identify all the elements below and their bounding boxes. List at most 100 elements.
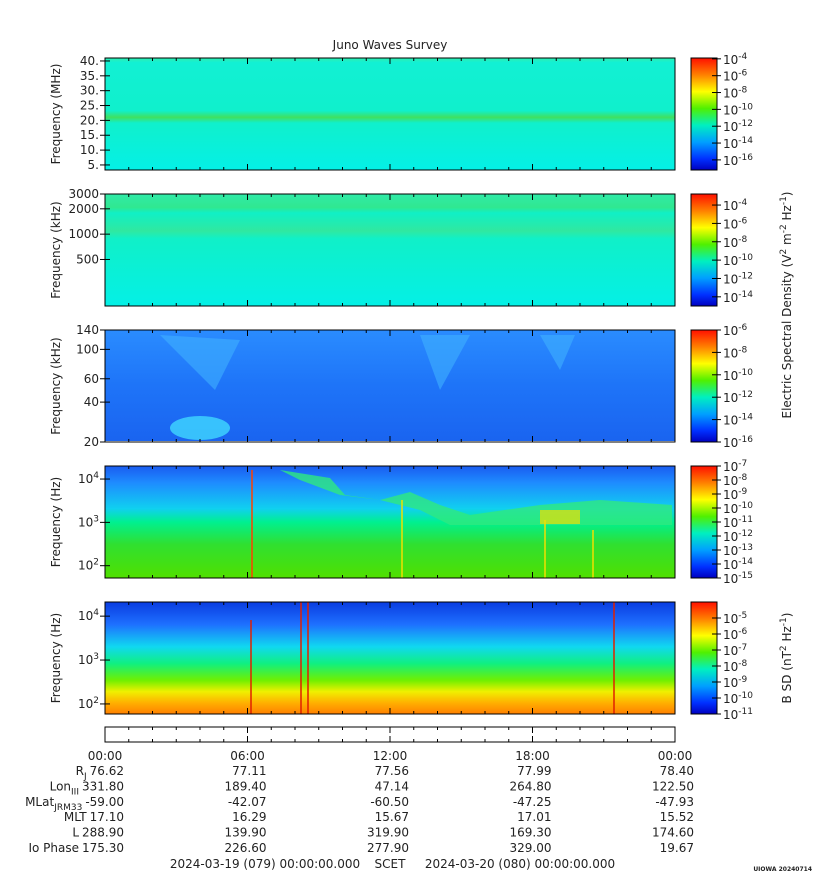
time-label: 18:00 — [515, 749, 550, 763]
base: 10 — [723, 572, 738, 586]
subscript: III — [71, 787, 79, 797]
colorbar-tick-label: 10-12 — [723, 390, 753, 405]
exponent: 3 — [93, 514, 99, 524]
ephemeris-label: MLatJRM33 — [25, 795, 82, 813]
exponent: -7 — [738, 459, 747, 469]
colorbar-tick-label: 10-16 — [723, 153, 753, 168]
text-part: m — [780, 233, 794, 249]
ephemeris-value: 189.40 — [225, 779, 267, 793]
base: 10 — [723, 53, 738, 67]
ephemeris-value: 277.90 — [367, 841, 409, 855]
exponent: -6 — [738, 627, 747, 637]
base: 10 — [723, 516, 738, 530]
base: 10 — [78, 609, 93, 623]
text-part: Electric Spectral Density (V — [780, 254, 794, 419]
base: 10 — [723, 199, 738, 213]
y-tick-label: 60 — [84, 372, 99, 386]
y-tick-label: 103 — [78, 652, 99, 667]
colorbar-tick-label: 10-5 — [723, 611, 747, 626]
superscript: -2 — [779, 224, 789, 233]
y-axis-label: Frequency (Hz) — [49, 613, 63, 704]
ephemeris-value: 319.90 — [367, 826, 409, 840]
colorbar-tick-label: 10-6 — [723, 216, 748, 231]
exponent: -6 — [738, 216, 747, 226]
base: 10 — [723, 460, 738, 474]
y-tick-label: 20. — [80, 113, 99, 127]
base: 10 — [78, 515, 93, 529]
exponent: -8 — [738, 345, 747, 355]
exponent: -13 — [738, 543, 753, 553]
subscript: J — [83, 772, 87, 782]
ephemeris-value: -47.25 — [513, 795, 552, 809]
base: 10 — [723, 558, 738, 572]
ephemeris-value: -42.07 — [228, 795, 267, 809]
superscript: -1 — [779, 617, 789, 626]
time-label: 06:00 — [230, 749, 265, 763]
superscript: 2 — [779, 249, 789, 255]
ephemeris-value: 17.01 — [517, 810, 551, 824]
ephemeris-value: 15.52 — [660, 810, 694, 824]
exponent: -12 — [738, 390, 753, 400]
exponent: -12 — [738, 529, 753, 539]
text-part: Io Phase — [28, 841, 79, 855]
ephemeris-label: Io Phase — [28, 841, 79, 855]
colorbar-tick-label: 10-10 — [723, 253, 753, 268]
exponent: -14 — [738, 413, 753, 423]
colorbar-tick-label: 10-10 — [723, 501, 753, 516]
base: 10 — [723, 369, 738, 383]
emission — [160, 335, 575, 390]
colorbar-tick-label: 10-8 — [723, 345, 748, 360]
superscript: 2 — [779, 645, 789, 651]
base: 10 — [723, 502, 738, 516]
ephemeris-label: LonIII — [50, 779, 79, 797]
ephemeris-label: RJ — [76, 764, 87, 782]
emission — [170, 416, 230, 440]
exponent: -8 — [738, 473, 747, 483]
exponent: 4 — [93, 608, 99, 618]
y-tick-label: 3000 — [68, 187, 99, 201]
exponent: 4 — [93, 471, 99, 481]
colorbar-tick-label: 10-15 — [723, 571, 753, 586]
time-label: 00:00 — [658, 749, 693, 763]
exponent: -9 — [738, 487, 747, 497]
colorbar-tick-label: 10-10 — [723, 368, 753, 383]
colorbar-tick-label: 10-10 — [723, 691, 753, 706]
exponent: 2 — [93, 558, 99, 568]
colorbar-tick-label: 10-8 — [723, 473, 748, 488]
base: 10 — [723, 272, 738, 286]
ephemeris-value: 226.60 — [225, 841, 267, 855]
spectrogram — [105, 602, 675, 714]
text-part: Lon — [50, 779, 71, 793]
colorbar-tick-label: 10-6 — [723, 627, 748, 642]
y-tick-label: 500 — [76, 252, 99, 266]
colorbar-tick-label: 10-8 — [723, 235, 748, 250]
colorbar-title: B SD (nT2 Hz-1) — [779, 613, 794, 704]
base: 10 — [723, 488, 738, 502]
exponent: -8 — [738, 659, 747, 669]
chart-title: Juno Waves Survey — [332, 38, 448, 52]
base: 10 — [78, 697, 93, 711]
exponent: -11 — [738, 515, 753, 525]
scet: SCET — [375, 857, 407, 871]
exponent: -10 — [738, 253, 753, 263]
colorbar-tick-label: 10-6 — [723, 323, 748, 338]
y-tick-label: 15. — [80, 128, 99, 142]
base: 10 — [723, 137, 738, 151]
colorbar-tick-label: 10-7 — [723, 643, 747, 658]
base: 10 — [78, 472, 93, 486]
base: 10 — [723, 692, 738, 706]
y-axis-label: Frequency (MHz) — [49, 64, 63, 165]
ephemeris-value: 174.60 — [652, 826, 694, 840]
spectrogram — [105, 58, 675, 170]
exponent: -4 — [738, 52, 747, 62]
base: 10 — [723, 391, 738, 405]
base: 10 — [723, 120, 738, 134]
superscript: -1 — [779, 196, 789, 205]
text-part: Hz — [780, 626, 794, 645]
subscript: JRM33 — [53, 803, 82, 813]
y-tick-label: 35. — [80, 69, 99, 83]
ephemeris-value: 77.99 — [517, 764, 551, 778]
ephemeris-value: 329.00 — [510, 841, 552, 855]
base: 10 — [723, 474, 738, 488]
spikes — [250, 602, 615, 714]
